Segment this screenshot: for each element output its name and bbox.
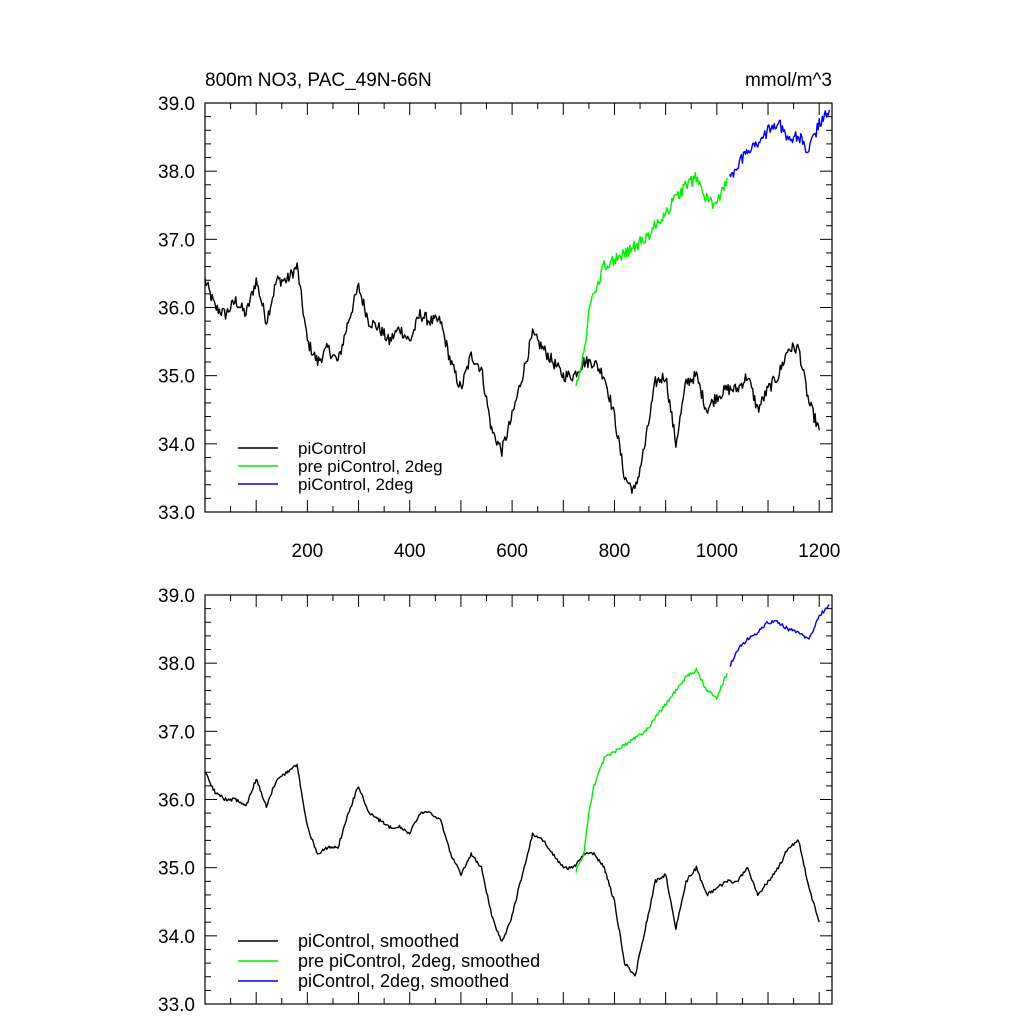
y-tick-label: 35.0 [158, 367, 195, 388]
series-line-2 [728, 109, 831, 178]
units-label: mmol/m^3 [745, 70, 832, 91]
y-tick-label: 36.0 [158, 791, 195, 812]
series-line-1 [575, 667, 728, 873]
y-tick-label: 33.0 [158, 503, 195, 524]
x-tick-label: 600 [496, 541, 528, 562]
x-tick-label: 1000 [696, 541, 738, 562]
legend-label: piControl [298, 439, 366, 458]
y-tick-label: 37.0 [158, 230, 195, 251]
legend-label: pre piControl, 2deg [298, 457, 443, 476]
x-tick-label: 800 [599, 541, 631, 562]
legend-label: piControl, 2deg, smoothed [298, 971, 509, 991]
series-line-2 [729, 604, 830, 667]
y-tick-label: 35.0 [158, 859, 195, 880]
y-tick-label: 34.0 [158, 435, 195, 456]
top-panel: 33.0 34.0 35.0 36.0 37.0 38.0 39.0 200 400 600 800… [158, 94, 840, 562]
chart-title: 800m NO3, PAC_49N-66N [205, 70, 432, 91]
legend-label: piControl, smoothed [298, 931, 459, 951]
legend-label: pre piControl, 2deg, smoothed [298, 951, 540, 971]
y-tick-label: 37.0 [158, 722, 195, 743]
x-tick-label: 400 [394, 541, 426, 562]
y-tick-label: 36.0 [158, 299, 195, 320]
y-tick-label: 38.0 [158, 654, 195, 675]
series-line-0 [204, 763, 820, 977]
series-line-0 [204, 262, 820, 494]
x-tick-label: 1200 [798, 541, 840, 562]
y-tick-label: 39.0 [158, 586, 195, 607]
y-tick-label: 33.0 [158, 995, 195, 1016]
legend-label: piControl, 2deg [298, 475, 413, 494]
y-tick-label: 38.0 [158, 162, 195, 183]
x-tick-label: 200 [292, 541, 324, 562]
y-tick-label: 39.0 [158, 94, 195, 115]
bottom-panel: 33.0 34.0 35.0 36.0 37.0 38.0 39.0 piControl, s… [158, 586, 833, 1016]
series-line-1 [575, 171, 728, 387]
y-tick-label: 34.0 [158, 927, 195, 948]
